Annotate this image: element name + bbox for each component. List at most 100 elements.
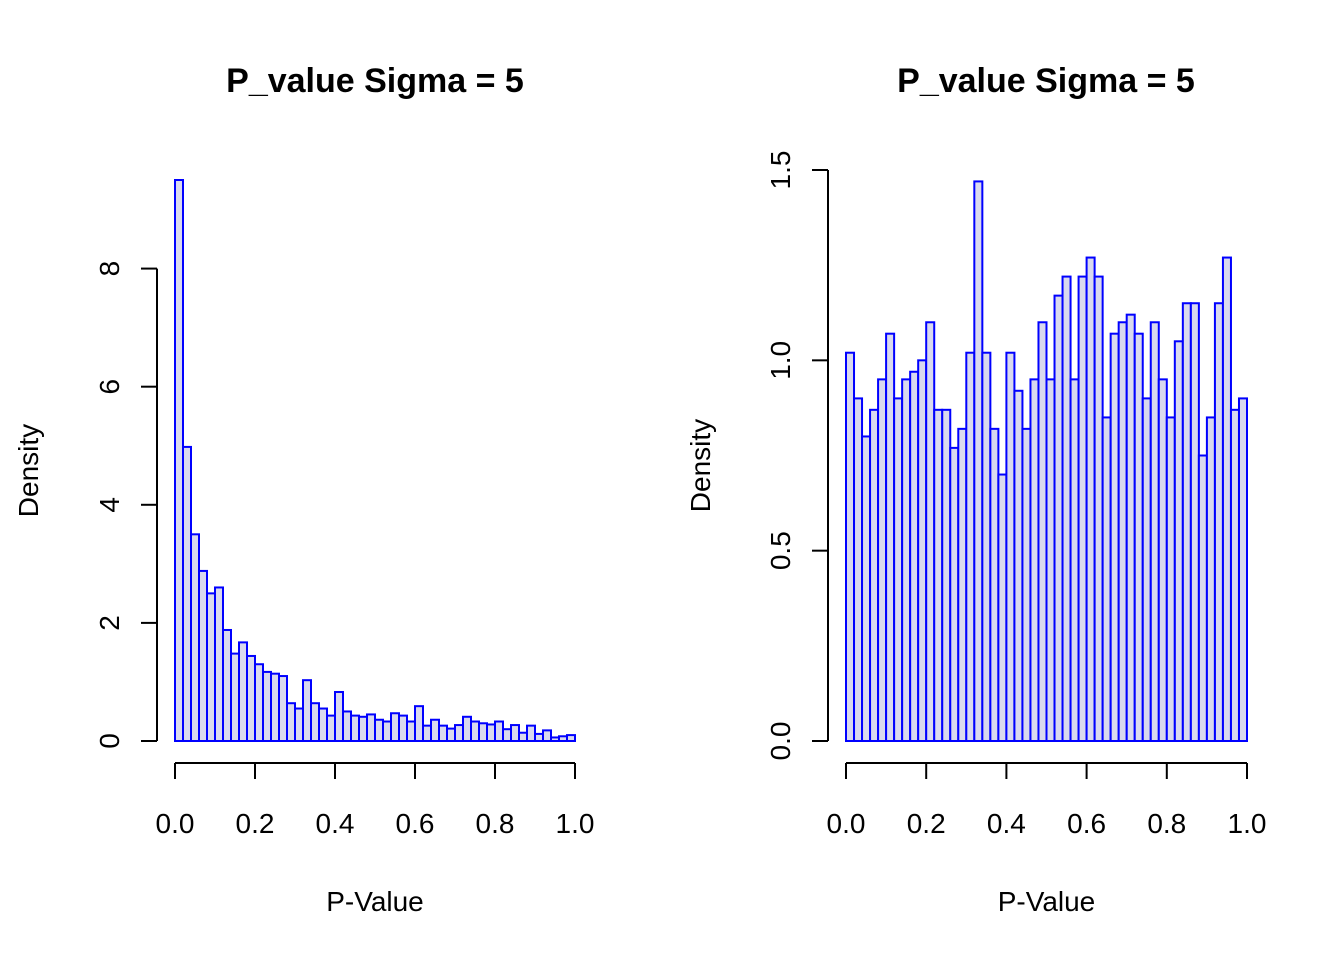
histogram-bar [1157,378,1168,742]
histogram-bar [422,724,432,742]
histogram-bar [366,713,376,743]
x-axis-label: P-Value [998,886,1096,917]
histogram-bar [1141,397,1152,742]
histogram-bar [350,714,360,742]
histogram-bar [334,690,344,743]
x-tick-label: 0.8 [476,808,515,839]
histogram-bar [230,652,240,743]
histogram-bar [382,720,392,743]
histogram-bar [1053,294,1064,742]
histogram-bar [406,720,416,743]
histogram-bar [454,724,464,742]
histogram-bar [1133,332,1144,742]
y-tick-label: 0 [94,733,125,749]
histogram-bar [909,370,920,742]
histogram-bar [270,672,280,742]
histogram-bar [1101,416,1112,742]
histogram-bar [318,707,328,743]
histogram-bar [550,736,560,743]
histogram-bar [1117,321,1128,742]
histogram-bar [1069,378,1080,742]
histogram-bar [1229,408,1240,742]
histogram-bar [869,408,880,742]
x-tick-label: 0.8 [1147,808,1186,839]
histogram-bar [1037,321,1048,742]
x-tick-label: 1.0 [1228,808,1267,839]
histogram-bar [1173,340,1184,742]
histogram-bar [294,707,304,743]
histogram-bar [861,435,872,742]
histogram-bar [342,710,352,743]
x-tick-label: 1.0 [556,808,595,839]
histogram-bar [925,321,936,742]
histogram-bar [1045,378,1056,742]
histogram-bar [877,378,888,742]
histogram-bar [494,720,504,743]
histogram-bar [933,408,944,742]
histogram-bar [414,705,424,742]
histogram-bar [1029,378,1040,742]
histogram-bar [374,718,384,742]
histogram-bar [302,679,312,742]
histogram-bar [1085,256,1096,742]
y-tick-label: 0.5 [765,531,796,570]
histogram-bar [438,724,448,742]
histogram-bar [486,723,496,743]
histogram-bar [949,446,960,742]
x-tick-label: 0.0 [156,808,195,839]
y-tick-label: 8 [94,261,125,277]
y-tick-label: 4 [94,497,125,513]
x-tick-label: 0.4 [316,808,355,839]
histogram-bar [198,569,208,742]
histogram-bar [893,397,904,742]
y-tick-label: 1.5 [765,151,796,190]
histogram-bar [174,179,184,742]
histogram-bar [286,702,296,742]
histogram-bar [1237,397,1248,742]
histogram-panel-right: P_value Sigma = 5 0.0 0.5 1.0 1.5 0.0 0.2 0.4 0.… [685,62,1266,917]
histogram-bar [1181,302,1192,742]
histogram-bar [238,641,248,742]
histogram-panel-left: P_value Sigma = 5 0 2 4 6 8 0.0 0.2 0.4 0.6 0.8 1.0… [13,62,594,917]
histogram-bar [398,714,408,742]
histogram-bar [310,702,320,742]
histogram-bar [973,180,984,743]
histogram-bar [542,729,552,743]
y-tick-label: 6 [94,379,125,395]
histogram-bar [853,397,864,742]
histogram-bar [1149,321,1160,742]
histogram-bar [997,473,1008,742]
histogram-bar [566,734,576,742]
histogram-bar [510,724,520,742]
histogram-bar [502,728,512,742]
x-axis-label: P-Value [326,886,424,917]
histogram-bar [390,712,400,742]
histogram-bar [534,732,544,743]
histogram-bar [1013,389,1024,742]
x-tick-label: 0.2 [907,808,946,839]
histogram-bar [246,654,256,743]
histogram-bar [1021,427,1032,742]
histogram-bars [174,179,576,743]
histogram-bar [214,586,224,742]
histogram-bar [901,378,912,742]
histogram-bar [845,351,856,742]
histogram-bar [885,332,896,742]
x-tick-label: 0.6 [1067,808,1106,839]
histogram-bar [278,675,288,743]
histogram-bar [1125,313,1136,742]
histogram-bar [1197,454,1208,742]
histogram-bar [1077,275,1088,742]
histogram-bar [1093,275,1104,742]
y-tick-label: 1.0 [765,341,796,380]
x-tick-label: 0.2 [236,808,275,839]
histogram-bar [326,714,336,742]
y-axis-label: Density [685,419,716,512]
histogram-bar [1221,256,1232,742]
x-tick-label: 0.4 [987,808,1026,839]
histogram-bar [1109,332,1120,742]
histogram-bar [446,727,456,742]
histogram-bar [1005,351,1016,742]
histogram-bars [845,180,1248,743]
